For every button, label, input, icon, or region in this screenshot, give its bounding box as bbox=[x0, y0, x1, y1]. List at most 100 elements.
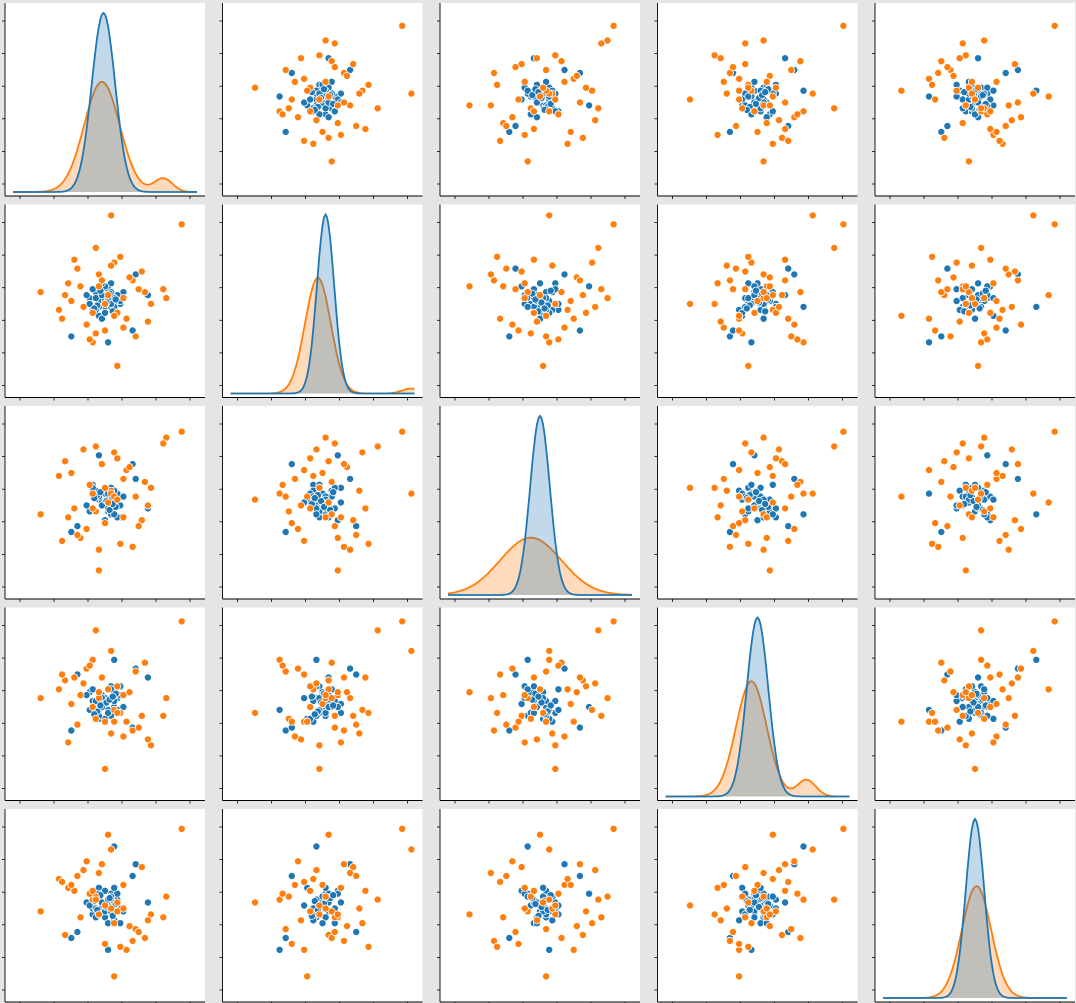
point-blue bbox=[1001, 326, 1010, 335]
point-blue bbox=[989, 86, 998, 95]
point-orange bbox=[330, 711, 339, 720]
point-orange bbox=[131, 332, 140, 341]
point-orange bbox=[986, 673, 995, 682]
point-orange bbox=[300, 136, 309, 145]
point-blue bbox=[101, 308, 110, 317]
point-orange bbox=[732, 264, 741, 273]
point-orange bbox=[722, 89, 731, 98]
point-orange bbox=[502, 122, 511, 131]
point-orange bbox=[333, 910, 342, 919]
point-blue bbox=[105, 894, 114, 903]
point-orange bbox=[744, 539, 753, 548]
point-orange bbox=[76, 282, 85, 291]
point-blue bbox=[585, 282, 594, 291]
point-orange bbox=[560, 732, 569, 741]
point-orange bbox=[137, 711, 146, 720]
point-blue bbox=[761, 499, 770, 508]
point-orange bbox=[735, 939, 744, 948]
point-orange bbox=[1029, 646, 1038, 655]
point-orange bbox=[554, 661, 563, 670]
point-orange bbox=[529, 255, 538, 264]
point-blue bbox=[980, 685, 989, 694]
point-orange bbox=[781, 460, 790, 469]
point-orange bbox=[349, 60, 358, 69]
point-orange bbox=[762, 533, 771, 542]
point-orange bbox=[318, 127, 327, 136]
panel-0-3 bbox=[654, 3, 858, 199]
point-orange bbox=[768, 830, 777, 839]
point-blue bbox=[336, 898, 345, 907]
point-orange bbox=[992, 323, 1001, 332]
point-orange bbox=[986, 703, 995, 712]
point-orange bbox=[741, 439, 750, 448]
point-orange bbox=[61, 291, 70, 300]
point-orange bbox=[373, 104, 382, 113]
point-orange bbox=[992, 77, 1001, 86]
point-orange bbox=[790, 525, 799, 534]
point-orange bbox=[1004, 694, 1013, 703]
point-orange bbox=[520, 738, 529, 747]
point-orange bbox=[710, 299, 719, 308]
point-blue bbox=[585, 101, 594, 110]
point-orange bbox=[159, 439, 168, 448]
point-orange bbox=[551, 741, 560, 750]
point-orange bbox=[1013, 673, 1022, 682]
point-orange bbox=[125, 463, 134, 472]
point-orange bbox=[361, 125, 370, 134]
point-orange bbox=[88, 504, 97, 513]
point-orange bbox=[162, 694, 171, 703]
point-orange bbox=[563, 305, 572, 314]
point-blue bbox=[536, 279, 545, 288]
point-orange bbox=[713, 130, 722, 139]
point-blue bbox=[971, 314, 980, 323]
point-orange bbox=[545, 646, 554, 655]
point-orange bbox=[116, 942, 125, 951]
point-orange bbox=[306, 454, 315, 463]
point-orange bbox=[532, 317, 541, 326]
point-blue bbox=[943, 264, 952, 273]
point-orange bbox=[983, 661, 992, 670]
point-orange bbox=[955, 501, 964, 510]
point-blue bbox=[352, 670, 361, 679]
point-orange bbox=[753, 468, 762, 477]
point-orange bbox=[989, 738, 998, 747]
point-orange bbox=[591, 679, 600, 688]
point-orange bbox=[735, 311, 744, 320]
point-orange bbox=[992, 127, 1001, 136]
point-orange bbox=[82, 525, 91, 534]
point-orange bbox=[336, 513, 345, 522]
point-orange bbox=[716, 317, 725, 326]
point-orange bbox=[55, 471, 64, 480]
point-orange bbox=[119, 880, 128, 889]
point-orange bbox=[964, 157, 973, 166]
point-orange bbox=[330, 39, 339, 48]
point-orange bbox=[91, 626, 100, 635]
point-orange bbox=[609, 824, 618, 833]
point-orange bbox=[799, 895, 808, 904]
point-orange bbox=[373, 442, 382, 451]
point-orange bbox=[67, 296, 76, 305]
point-orange bbox=[781, 276, 790, 285]
point-orange bbox=[529, 673, 538, 682]
panel-2-1 bbox=[219, 406, 423, 602]
point-orange bbox=[710, 483, 719, 492]
point-orange bbox=[101, 519, 110, 528]
point-orange bbox=[943, 723, 952, 732]
point-orange bbox=[594, 895, 603, 904]
point-orange bbox=[333, 688, 342, 697]
point-orange bbox=[830, 104, 839, 113]
point-orange bbox=[934, 276, 943, 285]
point-orange bbox=[352, 872, 361, 881]
point-blue bbox=[539, 883, 548, 892]
point-orange bbox=[523, 157, 532, 166]
point-orange bbox=[339, 936, 348, 945]
point-blue bbox=[275, 945, 284, 954]
point-orange bbox=[58, 536, 67, 545]
point-orange bbox=[753, 127, 762, 136]
point-blue bbox=[937, 332, 946, 341]
point-orange bbox=[143, 916, 152, 925]
point-orange bbox=[588, 919, 597, 928]
point-orange bbox=[729, 928, 738, 937]
point-blue bbox=[981, 286, 990, 295]
